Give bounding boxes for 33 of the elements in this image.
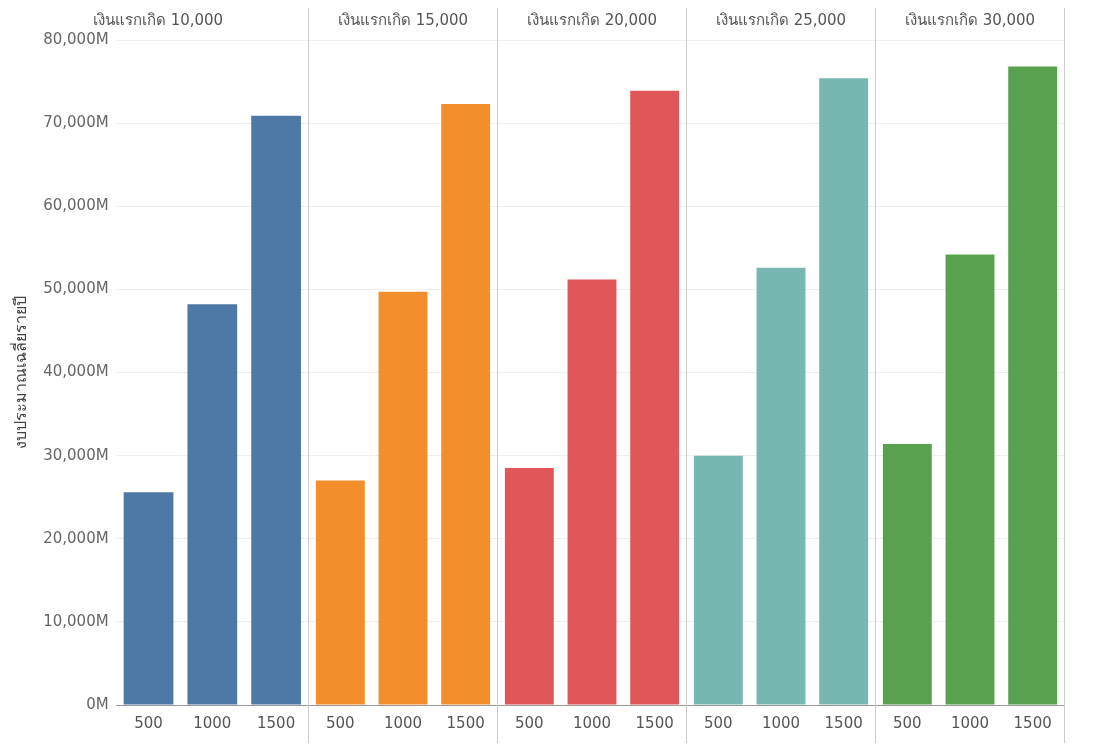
- x-tick-label: 500: [326, 713, 355, 732]
- y-tick-label: 40,000M: [43, 362, 109, 381]
- bar: [187, 304, 238, 705]
- x-tick-label: 1500: [1013, 713, 1052, 732]
- y-axis-title: งบประมาณเฉลี่ยรายปี: [8, 296, 30, 449]
- x-tick-label: 1500: [257, 713, 296, 732]
- chart-title: เงินแรกเกิด 10,000: [92, 10, 224, 29]
- y-tick-label: 30,000M: [43, 445, 109, 464]
- y-tick-label: 60,000M: [43, 196, 109, 215]
- x-tick-label: 500: [515, 713, 544, 732]
- y-tick-label: 80,000M: [43, 29, 109, 48]
- y-tick-label: 70,000M: [43, 113, 109, 132]
- x-tick-label: 1500: [824, 713, 863, 732]
- x-tick-label: 1500: [635, 713, 674, 732]
- x-tick-label: 500: [134, 713, 163, 732]
- bar: [251, 115, 301, 705]
- y-tick-label: 50,000M: [43, 279, 109, 298]
- chart-title: เงินแรกเกิด 25,000: [715, 10, 847, 29]
- bar: [123, 492, 174, 705]
- x-tick-label: 1000: [193, 713, 232, 732]
- x-tick-label: 1000: [761, 713, 801, 732]
- x-tick-label: 500: [893, 713, 922, 732]
- y-tick-label: 0M: [86, 694, 109, 713]
- x-tick-label: 500: [704, 713, 733, 732]
- x-tick-label: 1000: [572, 713, 612, 732]
- x-tick-label: 1500: [446, 713, 485, 732]
- chart-title: เงินแรกเกิด 20,000: [526, 10, 658, 29]
- x-tick-label: 1000: [950, 713, 990, 732]
- y-tick-label: 20,000M: [43, 528, 109, 547]
- x-tick-label: 1000: [383, 713, 423, 732]
- chart-title: เงินแรกเกิด 30,000: [904, 10, 1036, 29]
- chart-title: เงินแรกเกิด 15,000: [337, 10, 469, 29]
- y-tick-label: 10,000M: [43, 611, 109, 630]
